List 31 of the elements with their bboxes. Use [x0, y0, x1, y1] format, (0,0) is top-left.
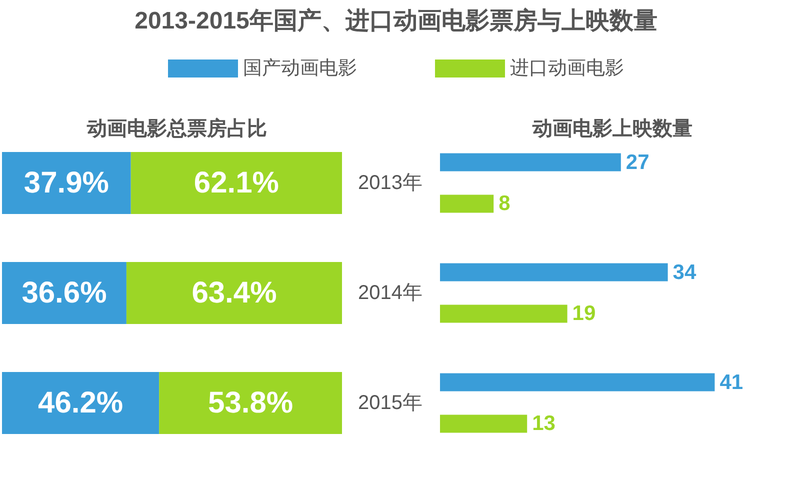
data-label: 63.4%: [192, 276, 277, 310]
bar: [440, 194, 494, 213]
bar: [126, 262, 342, 324]
bar: [440, 304, 568, 323]
data-label: 36.6%: [22, 276, 107, 310]
data-label: 27: [626, 150, 650, 174]
bar: [130, 152, 342, 214]
text: 2013-2015年国产、进口动画电影票房与上映数量: [134, 8, 658, 34]
legend-label: 进口动画电影: [510, 58, 624, 79]
data-label: 34: [672, 260, 696, 284]
bar: [2, 372, 160, 434]
data-label: 62.1%: [194, 166, 279, 200]
data-label: 41: [720, 370, 744, 394]
data-label: 13: [532, 412, 556, 436]
bar: [440, 153, 621, 172]
bar: [2, 152, 131, 214]
bar: [440, 373, 715, 392]
data-label: 46.2%: [38, 386, 124, 420]
bar: [159, 372, 342, 434]
data-label: 37.9%: [24, 166, 109, 200]
bar: [440, 414, 528, 433]
y-tick-label: 2014年: [358, 282, 422, 304]
data-label: 8: [498, 192, 511, 216]
data-label: 53.8%: [208, 386, 294, 420]
y-tick-label: 2013年: [358, 172, 422, 194]
chart-subtitle: 动画电影总票房占比: [86, 117, 267, 140]
bar: [440, 263, 668, 282]
chart-title: 动画电影上映数量: [532, 118, 692, 140]
data-label: 19: [572, 302, 596, 326]
y-tick-label: 2015年: [358, 392, 422, 414]
legend-label: 国产动画电影: [243, 58, 357, 79]
